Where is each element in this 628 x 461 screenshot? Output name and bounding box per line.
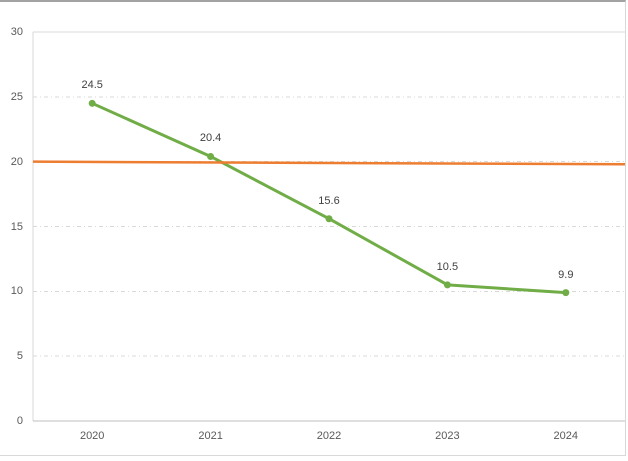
y-tick-label: 30 bbox=[10, 26, 23, 38]
data-label: 20.4 bbox=[199, 132, 222, 145]
x-tick-label: 2022 bbox=[316, 430, 342, 442]
y-tick-label: 15 bbox=[10, 220, 23, 233]
y-tick-label: 20 bbox=[10, 155, 23, 168]
y-tick-label: 0 bbox=[16, 415, 23, 427]
y-tick-label: 25 bbox=[10, 90, 23, 103]
x-tick-label: 2021 bbox=[198, 430, 223, 442]
y-tick-label: 5 bbox=[16, 350, 23, 363]
y-tick-label: 10 bbox=[10, 285, 23, 298]
x-tick-label: 2023 bbox=[435, 430, 460, 442]
x-tick-label: 2020 bbox=[79, 430, 105, 442]
data-label: 15.6 bbox=[318, 194, 340, 207]
data-label: 24.5 bbox=[81, 79, 103, 92]
data-label: 9.9 bbox=[558, 268, 574, 281]
x-tick-label: 2024 bbox=[553, 430, 579, 442]
data-label: 10.5 bbox=[436, 260, 459, 273]
